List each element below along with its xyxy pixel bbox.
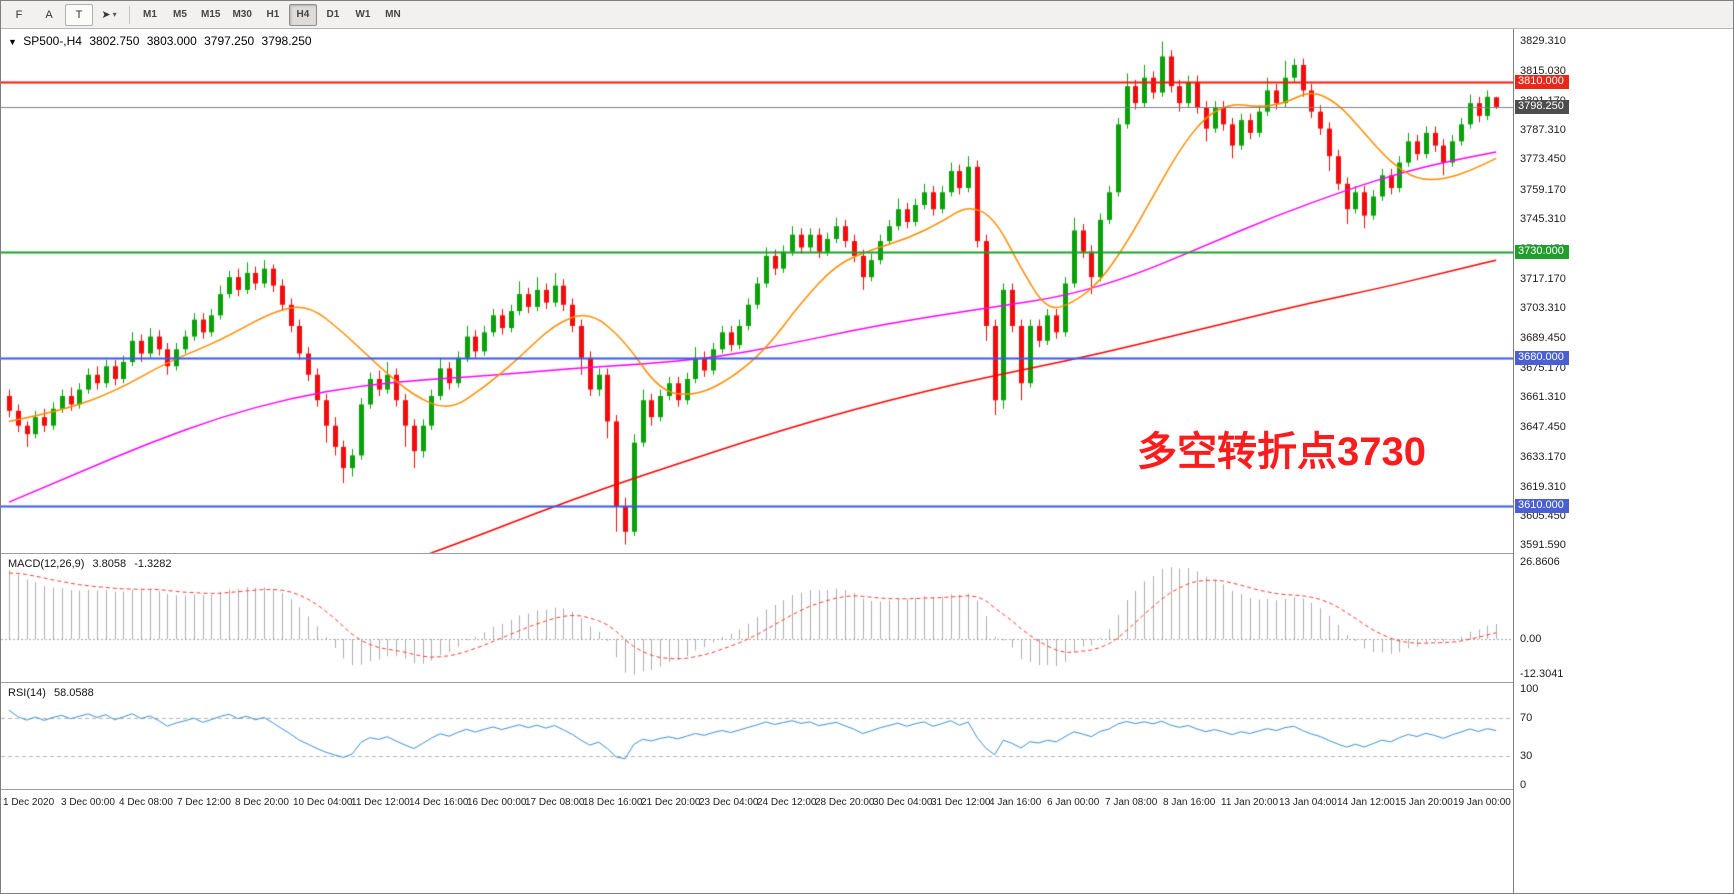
arrow-pointer-tool-button[interactable]: A xyxy=(45,8,53,21)
toolbar-separator xyxy=(129,5,130,24)
price-tick-label: 3689.450 xyxy=(1520,331,1566,344)
price-tick-label: 3647.450 xyxy=(1520,420,1566,433)
rsi-tick-label: 0 xyxy=(1520,779,1527,791)
time-tick-label: 3 Dec 00:00 xyxy=(61,797,115,808)
top-toolbar: F A T ➤ ▾ M1 M5 M15 M30 H1 H4 D1 W1 MN xyxy=(1,1,1733,29)
price-tick-label: 3675.170 xyxy=(1520,362,1566,375)
time-tick-label: 16 Dec 00:00 xyxy=(467,797,527,808)
price-tick-label: 3829.310 xyxy=(1520,34,1566,47)
time-tick-label: 6 Jan 00:00 xyxy=(1047,797,1100,808)
timeframe-button-MN[interactable]: MN xyxy=(385,9,401,20)
macd-name: MACD(12,26,9) xyxy=(8,558,85,570)
time-tick-label: 4 Jan 16:00 xyxy=(989,797,1042,808)
macd-indicator-label: MACD(12,26,9) 3.8058 -1.3282 xyxy=(8,558,177,570)
collapse-icon[interactable]: ▼ xyxy=(8,37,17,47)
drawing-tools-group: F A T ➤ ▾ xyxy=(4,3,124,26)
dropdown-caret-icon: ▾ xyxy=(112,10,117,19)
time-tick-label: 14 Dec 16:00 xyxy=(409,797,469,808)
timeframe-button-D1[interactable]: D1 xyxy=(326,9,340,20)
price-tick-label: 3619.310 xyxy=(1520,480,1566,493)
pane-splitter-macd[interactable] xyxy=(1,553,1733,554)
time-tick-label: 18 Dec 16:00 xyxy=(583,797,643,808)
time-tick-label: 1 Dec 2020 xyxy=(3,797,55,808)
time-tick-label: 4 Dec 08:00 xyxy=(119,797,173,808)
price-tick-label: 3787.310 xyxy=(1520,124,1566,137)
timeframe-group: M1 M5 M15 M30 H1 H4 D1 W1 MN xyxy=(135,3,408,26)
rsi-tick-label: 70 xyxy=(1520,711,1533,724)
price-axis[interactable]: 3829.3103815.0303801.1703787.3103773.450… xyxy=(1513,29,1733,893)
time-tick-label: 23 Dec 04:00 xyxy=(699,797,759,808)
high-value: 3803.000 xyxy=(146,34,197,48)
time-tick-label: 11 Dec 12:00 xyxy=(351,797,410,808)
price-tick-label: 3591.590 xyxy=(1520,539,1566,552)
rsi-tick-label: 100 xyxy=(1520,683,1539,695)
close-value: 3798.250 xyxy=(261,34,312,48)
timeframe-button-M5[interactable]: M5 xyxy=(173,9,187,20)
time-tick-label: 10 Dec 04:00 xyxy=(293,797,353,808)
price-tick-label: 3745.310 xyxy=(1520,213,1566,226)
macd-tick-label: 26.8606 xyxy=(1520,556,1560,569)
price-tick-label: 3633.170 xyxy=(1520,451,1566,464)
price-badge-3798.250: 3798.250 xyxy=(1515,99,1569,114)
chart-area: ▼ SP500-,H4 3802.750 3803.000 3797.250 3… xyxy=(1,29,1733,893)
time-tick-label: 7 Dec 12:00 xyxy=(177,797,231,808)
pane-splitter-rsi[interactable] xyxy=(1,682,1733,683)
time-tick-label: 21 Dec 20:00 xyxy=(641,797,701,808)
time-tick-label: 24 Dec 12:00 xyxy=(757,797,817,808)
chart-window-tab-button[interactable]: F xyxy=(15,8,23,21)
time-tick-label: 19 Jan 00:00 xyxy=(1453,797,1511,808)
time-tick-label: 8 Jan 16:00 xyxy=(1163,797,1216,808)
time-tick-label: 31 Dec 12:00 xyxy=(931,797,991,808)
chart-annotation-text[interactable]: 多空转折点3730 xyxy=(1137,430,1426,474)
price-badge-3730.000: 3730.000 xyxy=(1515,244,1569,259)
time-tick-label: 17 Dec 08:00 xyxy=(525,797,585,808)
crosshair-tool-button[interactable]: ➤ ▾ xyxy=(101,9,117,21)
time-tick-label: 13 Jan 04:00 xyxy=(1279,797,1337,808)
time-axis[interactable]: 1 Dec 2020 3 Dec 00:00 4 Dec 08:00 7 Dec 12… xyxy=(1,789,1513,816)
timeframe-button-M30[interactable]: M30 xyxy=(232,9,252,20)
time-tick-label: 30 Dec 04:00 xyxy=(873,797,933,808)
price-tick-label: 3815.030 xyxy=(1520,65,1566,78)
chart-canvas[interactable] xyxy=(1,29,1513,815)
time-tick-label: 8 Dec 20:00 xyxy=(235,797,289,808)
time-tick-label: 28 Dec 20:00 xyxy=(815,797,875,808)
timeframe-button-H4[interactable]: H4 xyxy=(288,3,317,26)
open-value: 3802.750 xyxy=(89,34,140,48)
timeframe-button-W1[interactable]: W1 xyxy=(355,9,371,20)
rsi-tick-label: 30 xyxy=(1520,750,1533,763)
time-tick-label: 7 Jan 08:00 xyxy=(1105,797,1158,808)
time-tick-label: 14 Jan 12:00 xyxy=(1337,797,1395,808)
price-tick-label: 3773.450 xyxy=(1520,153,1566,166)
macd-tick-label: -12.3041 xyxy=(1520,668,1564,681)
macd-signal-value: -1.3282 xyxy=(134,558,172,570)
price-tick-label: 3703.310 xyxy=(1520,302,1566,315)
macd-tick-label: 0.00 xyxy=(1520,633,1542,645)
rsi-value: 58.0588 xyxy=(53,687,94,699)
rsi-name: RSI(14) xyxy=(8,687,46,699)
price-badge-3610.000: 3610.000 xyxy=(1515,499,1569,514)
price-tick-label: 3759.170 xyxy=(1520,183,1566,196)
price-tick-label: 3661.310 xyxy=(1520,391,1566,404)
rsi-indicator-label: RSI(14) 58.0588 xyxy=(8,687,99,699)
price-tick-label: 3717.170 xyxy=(1520,272,1566,285)
time-tick-label: 11 Jan 20:00 xyxy=(1221,797,1279,808)
low-value: 3797.250 xyxy=(204,34,255,48)
timeframe-button-H1[interactable]: H1 xyxy=(266,9,280,20)
price-badge-3680.000: 3680.000 xyxy=(1515,350,1569,365)
price-badge-3810.000: 3810.000 xyxy=(1515,74,1569,89)
macd-main-value: 3.8058 xyxy=(92,558,127,570)
timeframe-button-M15[interactable]: M15 xyxy=(201,9,221,20)
time-tick-label: 15 Jan 20:00 xyxy=(1395,797,1453,808)
text-label-tool-button[interactable]: T xyxy=(65,3,93,26)
timeframe-button-M1[interactable]: M1 xyxy=(143,9,157,20)
chart-ohlc-header: ▼ SP500-,H4 3802.750 3803.000 3797.250 3… xyxy=(8,34,316,48)
symbol-timeframe-label: SP500-,H4 xyxy=(23,34,82,48)
